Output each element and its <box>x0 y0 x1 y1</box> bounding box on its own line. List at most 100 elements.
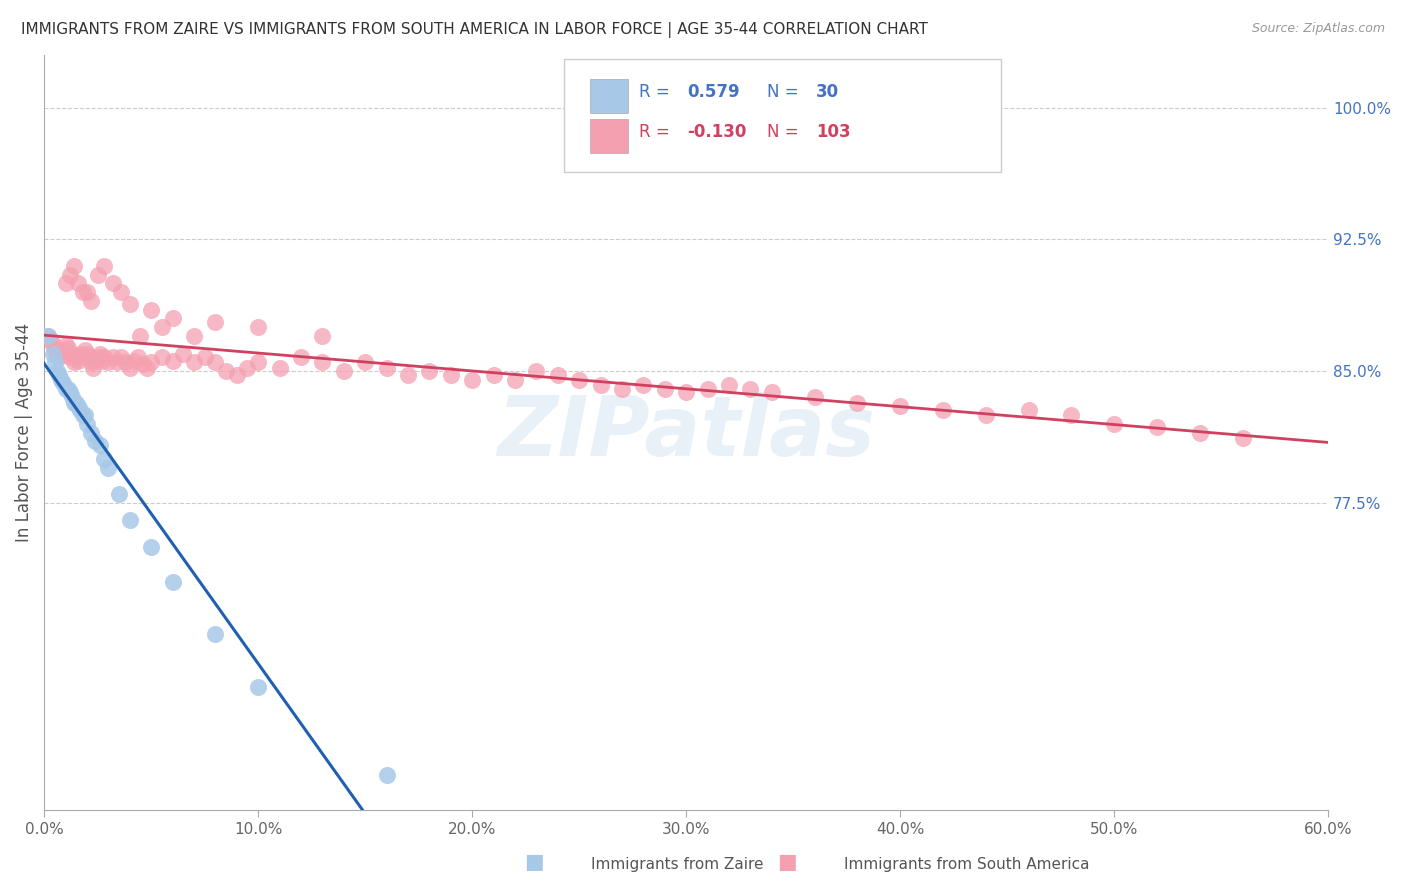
Text: ■: ■ <box>778 853 797 872</box>
Text: 0.579: 0.579 <box>688 83 740 101</box>
Point <box>332 364 354 378</box>
Point <box>41 338 63 352</box>
Point <box>247 680 270 694</box>
Text: ZIPatlas: ZIPatlas <box>498 392 875 473</box>
Point <box>73 408 96 422</box>
Point <box>375 360 398 375</box>
Point <box>63 355 86 369</box>
Point <box>717 378 740 392</box>
Point <box>80 355 103 369</box>
Point <box>129 329 152 343</box>
Point <box>46 346 69 360</box>
Point <box>86 350 108 364</box>
Point <box>101 350 124 364</box>
Point <box>1018 402 1040 417</box>
Point <box>84 353 107 368</box>
Point <box>150 350 173 364</box>
Point <box>118 513 141 527</box>
Point <box>375 768 398 782</box>
Point <box>56 382 79 396</box>
Point <box>354 355 377 369</box>
Point <box>215 364 238 378</box>
Point <box>48 350 70 364</box>
Point <box>131 357 153 371</box>
Point <box>139 355 162 369</box>
Point <box>236 360 259 375</box>
Point <box>69 346 91 360</box>
Point <box>139 540 162 554</box>
Point <box>69 402 91 417</box>
Point <box>162 574 184 589</box>
Point <box>59 385 82 400</box>
Point <box>1060 408 1083 422</box>
Point <box>59 268 82 282</box>
Point <box>269 360 291 375</box>
Point <box>482 368 505 382</box>
Point <box>97 460 120 475</box>
Point <box>524 364 547 378</box>
Point <box>589 378 612 392</box>
Point <box>122 353 145 368</box>
Point <box>65 396 87 410</box>
Point <box>418 364 440 378</box>
Point <box>51 373 73 387</box>
Point <box>1146 420 1168 434</box>
Point <box>82 360 104 375</box>
Point <box>204 627 226 641</box>
Point <box>162 353 184 368</box>
Point <box>55 382 77 396</box>
Point <box>60 346 83 360</box>
Point <box>52 343 75 357</box>
Y-axis label: In Labor Force | Age 35-44: In Labor Force | Age 35-44 <box>15 323 32 542</box>
Point <box>139 302 162 317</box>
Point <box>696 382 718 396</box>
Point <box>162 311 184 326</box>
Point <box>633 378 655 392</box>
Point <box>80 425 103 440</box>
Point <box>37 329 59 343</box>
Point <box>290 350 312 364</box>
Point <box>55 338 77 352</box>
Point <box>51 346 73 360</box>
Text: Immigrants from Zaire: Immigrants from Zaire <box>591 857 763 872</box>
Point <box>247 355 270 369</box>
Point <box>1102 417 1125 431</box>
Point <box>127 350 149 364</box>
Point <box>65 350 87 364</box>
Point <box>89 346 111 360</box>
Point <box>41 346 63 360</box>
Point <box>889 399 911 413</box>
Point <box>101 277 124 291</box>
Point <box>740 382 762 396</box>
Text: N =: N = <box>768 123 799 141</box>
Point <box>86 268 108 282</box>
FancyBboxPatch shape <box>591 120 628 153</box>
Point <box>76 417 98 431</box>
Point <box>90 353 112 368</box>
Point <box>52 376 75 391</box>
Point <box>135 360 157 375</box>
Point <box>110 350 132 364</box>
Point <box>610 382 633 396</box>
Point <box>77 350 100 364</box>
Point <box>183 329 205 343</box>
Point <box>654 382 676 396</box>
Point <box>72 350 94 364</box>
Point <box>48 368 70 382</box>
Point <box>311 355 333 369</box>
Point <box>89 438 111 452</box>
Point <box>76 346 98 360</box>
Point <box>172 346 194 360</box>
Point <box>396 368 419 382</box>
Point <box>183 355 205 369</box>
Point <box>73 343 96 357</box>
Point <box>63 396 86 410</box>
Text: IMMIGRANTS FROM ZAIRE VS IMMIGRANTS FROM SOUTH AMERICA IN LABOR FORCE | AGE 35-4: IMMIGRANTS FROM ZAIRE VS IMMIGRANTS FROM… <box>21 22 928 38</box>
Point <box>761 385 783 400</box>
Point <box>461 373 484 387</box>
Point <box>37 329 59 343</box>
Point <box>60 391 83 405</box>
Point <box>44 355 66 369</box>
Point <box>56 342 79 356</box>
Point <box>105 355 128 369</box>
